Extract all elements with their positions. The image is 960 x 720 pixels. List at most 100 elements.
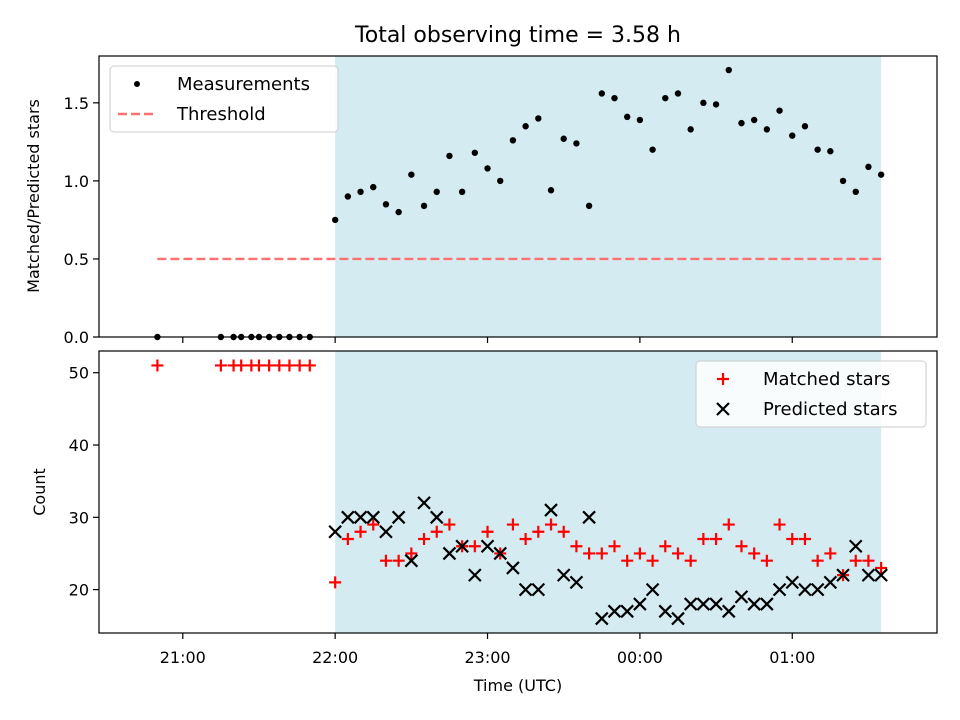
- data-point: [621, 554, 634, 567]
- data-point: [645, 582, 660, 597]
- data-point: [353, 510, 368, 525]
- y-tick-label: 40: [69, 436, 89, 455]
- data-point: [506, 518, 519, 531]
- plot-frame: [98, 350, 938, 634]
- data-point: [367, 518, 380, 531]
- x-tick-label: 01:00: [769, 648, 815, 667]
- data-point: [810, 582, 825, 597]
- data-point: [545, 518, 558, 531]
- data-point: [484, 165, 491, 172]
- data-point: [747, 597, 761, 611]
- y-tick-label: 0.5: [64, 250, 89, 269]
- data-point: [471, 149, 479, 156]
- data-point: [446, 152, 453, 160]
- data-point: [430, 525, 443, 538]
- data-point: [417, 496, 431, 510]
- data-point: [429, 510, 444, 525]
- data-point: [875, 561, 888, 574]
- x-tick-label: 23:00: [464, 648, 510, 667]
- data-point: [273, 359, 286, 372]
- data-point: [570, 540, 583, 553]
- data-point: [709, 597, 723, 611]
- data-point: [687, 126, 694, 133]
- legend-marker-matched-stars: [717, 373, 729, 385]
- data-point: [636, 116, 644, 124]
- data-point: [710, 533, 723, 545]
- data-point: [608, 540, 621, 553]
- legend-label-threshold: Threshold: [176, 104, 266, 125]
- data-point: [573, 140, 580, 147]
- chart-title: Total observing time = 3.58 h: [354, 23, 681, 48]
- data-point: [607, 604, 622, 619]
- data-point: [569, 575, 584, 590]
- data-point: [458, 188, 466, 196]
- y-tick-label: 1.0: [64, 172, 89, 191]
- data-point: [341, 533, 354, 545]
- data-point: [712, 101, 720, 108]
- data-point: [408, 171, 415, 178]
- top-panel: 0.0 0.5 1.0 1.5 Measurements Threshold: [64, 55, 938, 347]
- legend-label-measurements: Measurements: [177, 74, 310, 95]
- legend-label-predicted-stars: Predicted stars: [763, 399, 897, 420]
- data-point: [357, 188, 364, 196]
- data-point: [861, 568, 876, 582]
- data-point: [547, 187, 555, 194]
- data-point: [354, 525, 367, 538]
- data-point: [801, 123, 809, 130]
- data-point: [633, 547, 646, 560]
- data-point: [519, 533, 532, 545]
- data-point: [849, 554, 862, 567]
- data-point: [874, 568, 888, 582]
- y-tick-label: 0.0: [64, 328, 89, 347]
- data-point: [585, 202, 593, 210]
- data-point: [814, 146, 821, 153]
- data-point: [786, 533, 799, 545]
- observing-window-shade: [335, 56, 882, 337]
- data-point: [877, 171, 885, 178]
- data-point: [455, 539, 469, 554]
- data-point: [480, 539, 495, 554]
- y-tick-label: 1.5: [64, 94, 89, 113]
- data-point: [595, 547, 608, 560]
- data-point: [633, 597, 647, 611]
- data-point: [725, 66, 732, 74]
- data-point: [582, 510, 596, 525]
- plot-frame: [98, 55, 938, 338]
- data-point: [734, 590, 749, 604]
- data-point: [772, 582, 787, 597]
- data-point: [824, 547, 837, 560]
- legend-label-matched-stars: Matched stars: [763, 369, 890, 390]
- legend-box: [695, 360, 927, 428]
- data-point: [151, 359, 164, 372]
- data-point: [404, 553, 419, 568]
- data-point: [252, 359, 265, 372]
- x-tick-label: 21:00: [160, 648, 206, 667]
- top-y-axis-label: Matched/Predicted stars: [24, 99, 43, 293]
- data-point: [391, 510, 406, 525]
- series-matched-stars: [151, 359, 888, 589]
- legend: Matched stars Predicted stars: [695, 360, 927, 428]
- data-point: [722, 518, 735, 531]
- legend-box: [109, 65, 339, 133]
- data-point: [379, 524, 393, 539]
- data-point: [328, 524, 342, 539]
- data-point: [659, 540, 672, 553]
- data-point: [696, 597, 711, 611]
- legend-marker-predicted-stars: [716, 402, 730, 416]
- data-point: [827, 148, 834, 155]
- data-point: [649, 146, 656, 153]
- data-point: [433, 188, 440, 196]
- data-point: [509, 137, 517, 144]
- legend: Measurements Threshold: [109, 65, 339, 133]
- data-point: [560, 135, 567, 142]
- bottom-panel: 20 30 40 50 Matched stars Predicted stars: [69, 350, 938, 639]
- series-predicted-stars: [328, 496, 888, 626]
- data-point: [468, 568, 482, 582]
- legend-marker-measurements: [134, 81, 140, 87]
- data-point: [852, 188, 859, 196]
- series-measurements: [154, 66, 885, 341]
- x-axis: 21:00 22:00 23:00 00:00 01:00: [160, 648, 816, 667]
- data-point: [839, 177, 847, 185]
- x-axis-label: Time (UTC): [473, 676, 562, 695]
